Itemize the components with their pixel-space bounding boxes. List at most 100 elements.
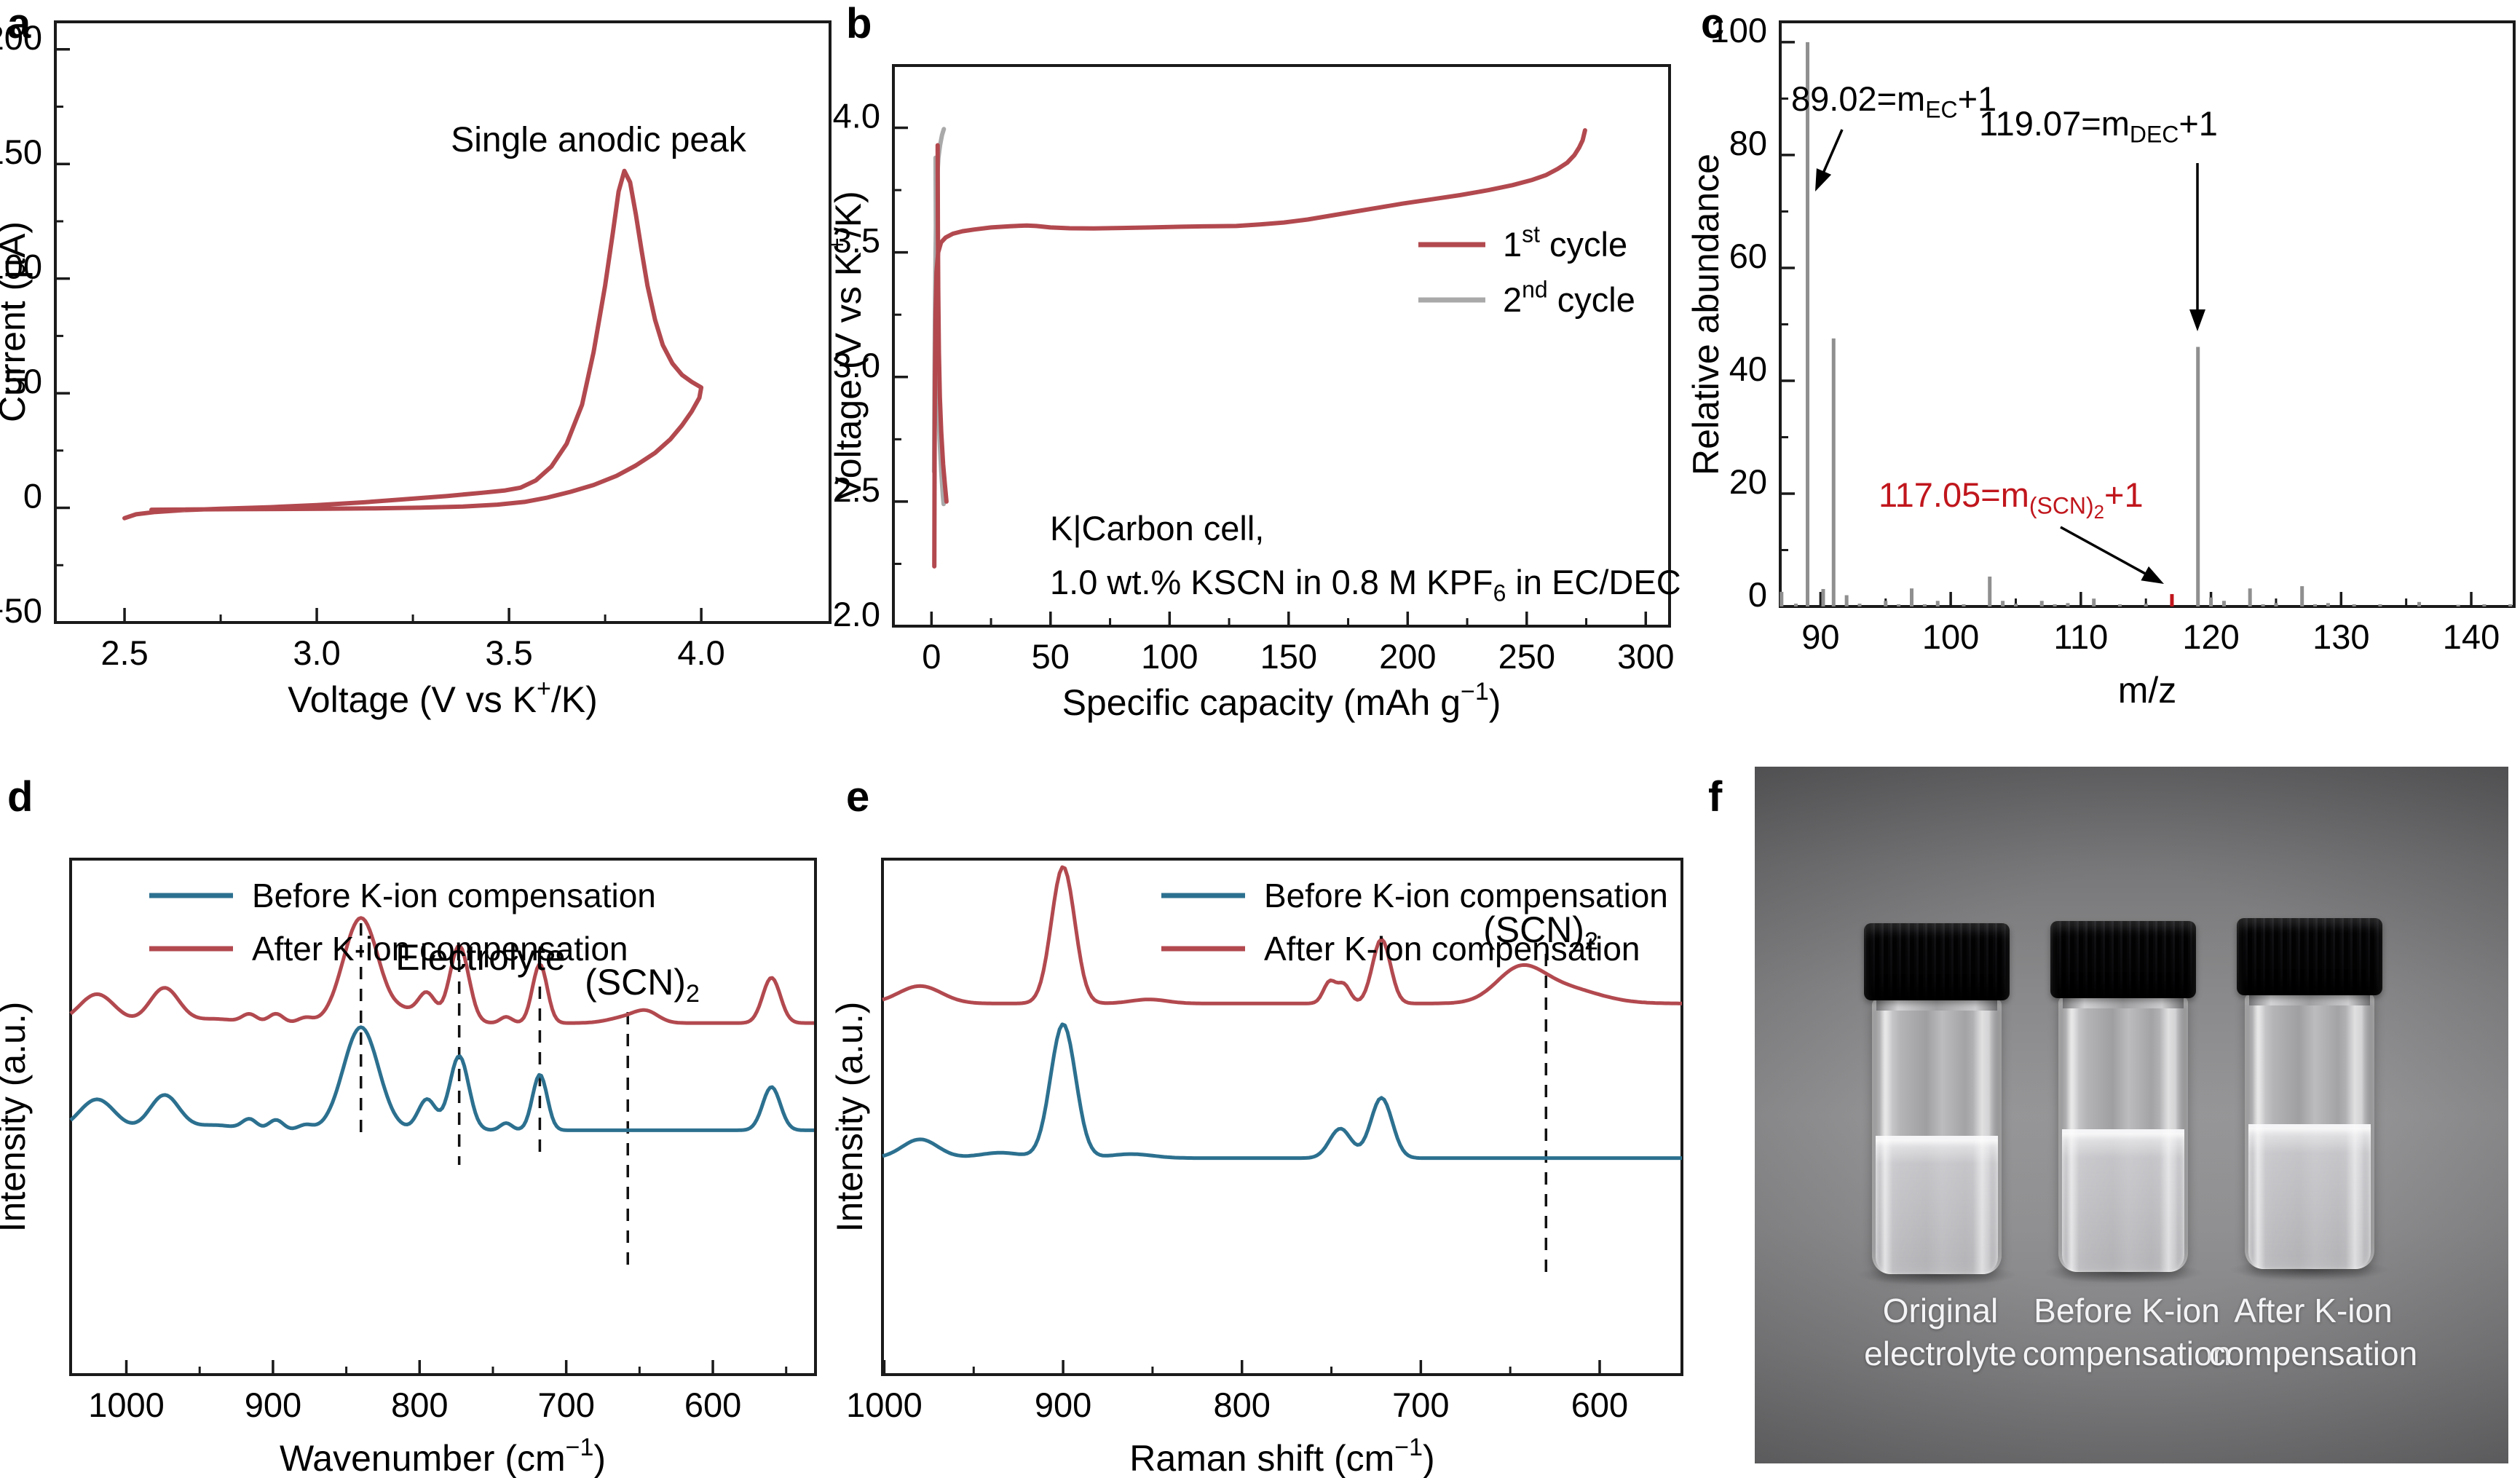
- axes: 1000 900 800 700 600: [69, 858, 817, 1424]
- y-axis-title: Current (µA): [0, 221, 33, 422]
- x-tick-label: 250: [1498, 637, 1555, 676]
- x-tick-label: 200: [1379, 637, 1436, 676]
- annotation-text: 117.05=m(SCN)2+1: [1879, 475, 2144, 523]
- x-tick-label: 100: [1922, 617, 1979, 656]
- spectrum-bar: [1780, 591, 1784, 606]
- spectrum-bar: [2508, 604, 2513, 606]
- spectrum-bar: [2261, 604, 2265, 606]
- y-tick-label: 3.0: [833, 346, 880, 384]
- y-tick-label: 0: [1748, 575, 1767, 614]
- series: [1780, 42, 2513, 606]
- axes: 2.5 3.0 3.5 4.0 −50 0 50 100 150 200: [0, 18, 832, 672]
- vial-glass-highlight: [2245, 994, 2374, 1269]
- spectrum-bar: [1988, 576, 1992, 606]
- x-tick-label: 700: [537, 1386, 594, 1424]
- x-axis-title: Raman shift (cm−1): [1129, 1434, 1434, 1478]
- spectrum-bar: [2417, 601, 2422, 606]
- vial-cap: [2237, 918, 2382, 995]
- spectrum-bar: [2039, 601, 2044, 606]
- legend-label: Before K-ion compensation: [252, 877, 656, 914]
- y-tick-label: 50: [4, 362, 42, 400]
- x-tick-label: 130: [2312, 617, 2369, 656]
- spectrum-bar: [2066, 603, 2070, 606]
- y-tick-label: 80: [1729, 124, 1767, 162]
- spectrum-bar: [2274, 603, 2278, 606]
- spectrum-bar: [2352, 604, 2356, 606]
- y-tick-label: 150: [0, 133, 42, 171]
- annotation-text: Single anodic peak: [451, 121, 747, 159]
- y-tick-label: 100: [0, 248, 42, 286]
- series-after-k-ion-compensation: [69, 916, 814, 1025]
- spectrum-bar: [2209, 597, 2213, 606]
- series-1st-cycle-charge: [932, 128, 1587, 569]
- x-tick-label: 1000: [88, 1386, 165, 1424]
- series: [69, 916, 814, 1132]
- y-tick-label: 100: [1710, 11, 1767, 50]
- vial-neck: [2063, 997, 2184, 1008]
- x-tick-label: 50: [1032, 637, 1070, 676]
- x-axis-title: Voltage (V vs K+/K): [288, 675, 598, 720]
- ftir-spectra-panel-d: 1000 900 800 700 600 Wavenumber (cm−1) Intensi…: [0, 858, 817, 1478]
- spectrum-bar: [2378, 604, 2382, 606]
- spectrum-bar: [2300, 586, 2304, 606]
- x-axis-title: m/z: [2118, 670, 2177, 711]
- spectrum-bar: [2144, 604, 2148, 606]
- spectrum-bar: [1857, 604, 1862, 606]
- spectrum-bar: [1922, 604, 1927, 606]
- legend: Before K-ion compensation After K-ion com…: [149, 877, 656, 968]
- x-tick-label: 120: [2182, 617, 2239, 656]
- series: [882, 865, 1682, 1161]
- annotation-text: (SCN)2: [585, 962, 700, 1008]
- x-tick-label: 600: [684, 1386, 741, 1424]
- vials-photo-panel-f: Original electrolyte Before K-ion compen…: [1755, 767, 2508, 1463]
- spectrum-bar: [2482, 604, 2487, 606]
- x-tick-label: 90: [1801, 617, 1839, 656]
- x-tick-label: 1000: [846, 1386, 923, 1424]
- series-before-k-ion-compensation: [882, 1022, 1682, 1161]
- axes: 1000 900 800 700 600: [846, 858, 1683, 1424]
- photo-label-after: After K-ion compensation: [2208, 1292, 2418, 1372]
- y-tick-label: 40: [1729, 349, 1767, 388]
- x-tick-label: 700: [1392, 1386, 1449, 1424]
- y-axis-title: Relative abundance: [1686, 154, 1726, 475]
- annotation-arrow: [2060, 526, 2149, 577]
- spectrum-bar: [2326, 603, 2330, 606]
- spectrum-bar: [2001, 601, 2005, 606]
- series-before-k-ion-compensation: [69, 1025, 814, 1132]
- y-axis-title: Intensity (a.u.): [0, 1002, 33, 1233]
- annotation-text: Electrolyte: [395, 937, 565, 978]
- spectrum-bar: [2170, 593, 2174, 606]
- spectrum-bar: [1962, 604, 1966, 606]
- y-tick-label: 0: [23, 477, 42, 515]
- y-tick-label: 2.0: [833, 595, 880, 633]
- spectrum-bar: [2313, 604, 2318, 606]
- series-1st-cycle-discharge: [935, 143, 949, 504]
- x-tick-label: 3.5: [485, 633, 532, 672]
- x-tick-label: 140: [2443, 617, 2500, 656]
- vial-glass-highlight: [2058, 997, 2188, 1272]
- spectrum-bar: [2013, 604, 2018, 606]
- axes: 0 50 100 150 200 250 300 2.0 2.5 3.0 3.5 4.0: [833, 64, 1675, 676]
- spectrum-bar: [1844, 595, 1849, 606]
- vial-before-compensation: [2042, 921, 2204, 1284]
- spectrum-bar: [1806, 42, 1810, 606]
- x-tick-label: 3.0: [293, 633, 340, 672]
- legend: Before K-ion compensation After K-ion com…: [1161, 877, 1668, 968]
- annotation-arrow: [1820, 129, 1844, 176]
- mass-spectrum-panel-c: 90 100 110 120 130 140 0 20 40 60 80 100 m/z Relative…: [1686, 11, 2516, 711]
- annotation-text: (SCN)2: [1483, 909, 1598, 955]
- y-tick-label: 3.5: [833, 221, 880, 260]
- annotation-text: 119.07=mDEC+1: [1979, 104, 2218, 147]
- vial-glass-highlight: [1872, 999, 2002, 1274]
- y-tick-label: −50: [0, 591, 42, 630]
- spectrum-bar: [1910, 588, 1914, 606]
- spectrum-bar: [1831, 338, 1836, 606]
- legend-label: After K-ion compensation: [252, 930, 628, 968]
- annotation-arrowhead: [1815, 168, 1832, 191]
- legend-label: 1st cycle: [1503, 221, 1627, 264]
- x-tick-label: 300: [1617, 637, 1674, 676]
- spectrum-bar: [1793, 604, 1798, 606]
- y-tick-label: 4.0: [833, 97, 880, 135]
- spectrum-bar: [1897, 604, 1901, 606]
